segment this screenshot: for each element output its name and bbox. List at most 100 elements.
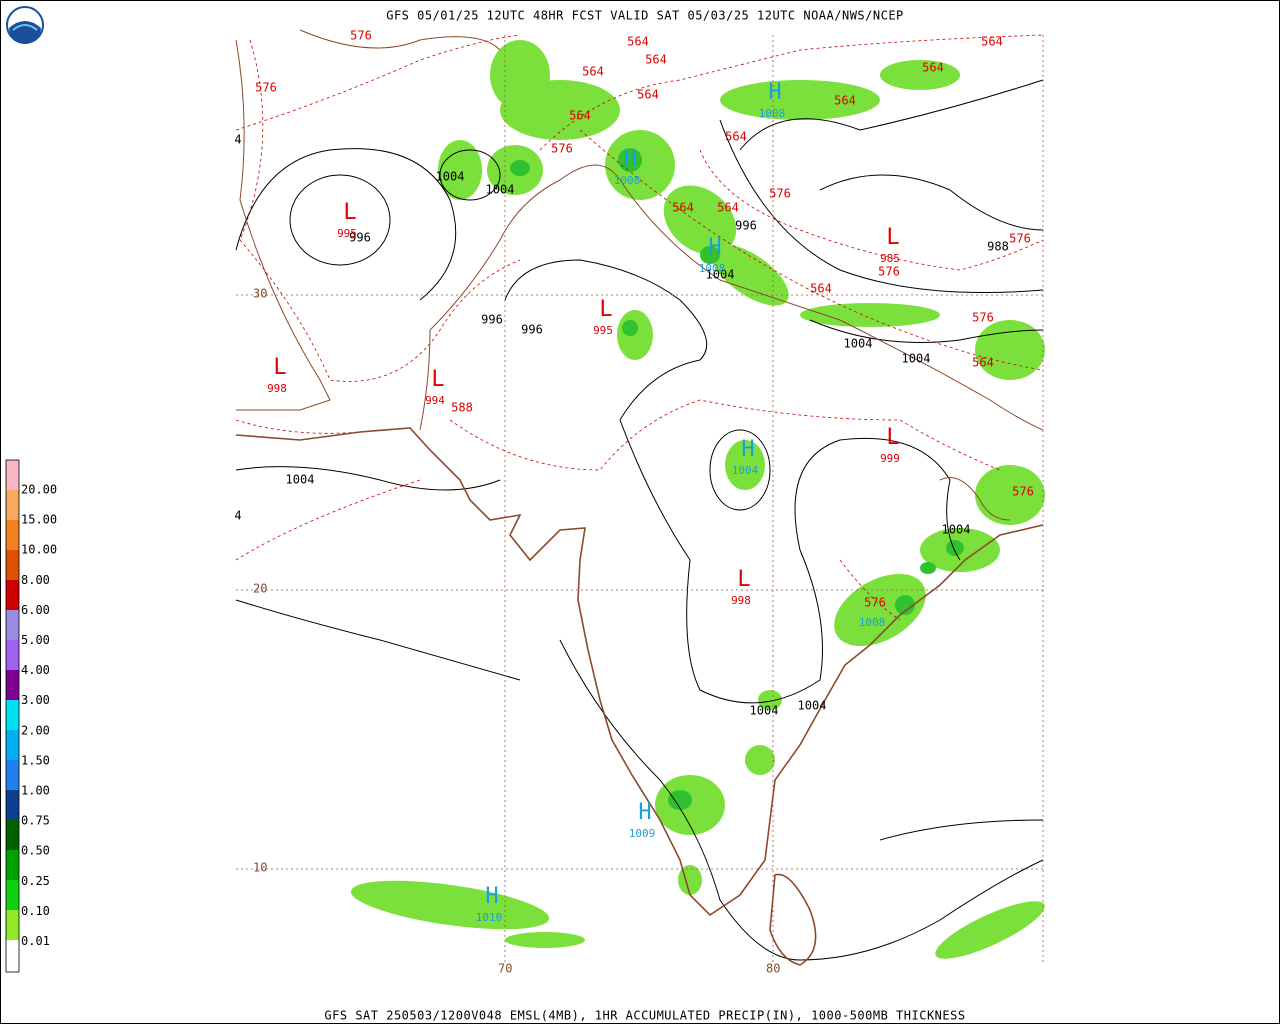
thickness-label: 564 [645, 53, 667, 67]
thickness-label: 564 [569, 109, 591, 123]
thickness-label: 564 [717, 201, 739, 215]
isobar-label: 4 [234, 509, 241, 523]
thickness-label: 576 [878, 265, 900, 279]
isobar-label: 988 [987, 240, 1009, 254]
thickness-label: 564 [582, 65, 604, 79]
color-swatch [6, 790, 19, 820]
thickness-label: 564 [725, 130, 747, 144]
pressure-center-value: 999 [880, 452, 900, 465]
pressure-center-value: 985 [880, 252, 900, 265]
thickness-label: 576 [972, 311, 994, 325]
pressure-center-letter: L [599, 297, 612, 322]
precip-areas [350, 40, 1045, 959]
color-bar: 20.00 15.00 10.00 8.00 6.00 5.00 4.00 3.00 2.00 1… [5, 459, 57, 973]
legend-label: 2.00 [21, 723, 50, 737]
thickness-label: 564 [627, 35, 649, 49]
isobar-label: 1004 [798, 699, 827, 713]
legend-label: 0.10 [21, 904, 50, 918]
isobar-label: 1004 [486, 183, 515, 197]
coastline [235, 29, 1044, 966]
thickness-label: 576 [350, 29, 372, 43]
color-swatch [6, 760, 19, 790]
color-swatch [6, 910, 19, 940]
isobar-label: 1004 [750, 704, 779, 718]
legend-label: 0.75 [21, 814, 50, 828]
legend-label: 0.25 [21, 874, 50, 888]
color-swatch [6, 940, 19, 970]
pressure-center-value: 994 [425, 394, 445, 407]
isobar-label: 4 [234, 133, 241, 147]
thickness-label: 576 [769, 187, 791, 201]
pressure-center-value: 1009 [629, 827, 656, 840]
pressure-center-letter: L [343, 200, 356, 225]
legend-label: 4.00 [21, 663, 50, 677]
legend-label: 20.00 [21, 483, 57, 497]
color-swatch [6, 550, 19, 580]
pressure-center-value: 995 [593, 324, 613, 337]
pressure-center-letter: H [741, 437, 754, 462]
isobar-label: 1004 [942, 523, 971, 537]
latitude-label: 20 [253, 582, 267, 596]
pressure-center-value: 1008 [859, 616, 886, 629]
legend-label: 5.00 [21, 633, 50, 647]
thickness-label: 576 [1009, 232, 1031, 246]
pressure-center-value: 998 [267, 382, 287, 395]
isobar-label: 1004 [286, 473, 315, 487]
footer: GFS SAT 250503/1200V048 EMSL(4MB), 1HR A… [324, 1009, 965, 1023]
thickness-label: 564 [834, 94, 856, 108]
color-swatch [6, 640, 19, 670]
thickness-label: 588 [451, 401, 473, 415]
color-swatch [6, 850, 19, 880]
color-swatch [6, 460, 19, 490]
pressure-center-value: 1008 [759, 107, 786, 120]
noaa-logo [6, 6, 44, 44]
pressure-center-value: 995 [337, 227, 357, 240]
legend-label: 8.00 [21, 573, 50, 587]
pressure-center-letter: H [768, 80, 781, 105]
pressure-center-value: 1008 [614, 174, 641, 187]
isobar-label: 1004 [706, 268, 735, 282]
thickness-label: 576 [864, 596, 886, 610]
pressure-center-letter: H [638, 800, 651, 825]
color-swatch [6, 700, 19, 730]
color-swatch [6, 670, 19, 700]
color-swatch [6, 490, 19, 520]
thickness-label: 576 [551, 142, 573, 156]
color-swatch [6, 610, 19, 640]
pressure-center-letter: L [273, 355, 286, 380]
pressure-center-letter: L [886, 225, 899, 250]
legend-label: 0.50 [21, 844, 50, 858]
legend-label: 1.00 [21, 784, 50, 798]
longitude-label: 70 [498, 962, 512, 976]
isobars [235, 79, 1044, 961]
legend-label: 15.00 [21, 513, 57, 527]
latitude-label: 30 [253, 287, 267, 301]
thickness-label: 576 [1012, 485, 1034, 499]
color-swatch [6, 520, 19, 550]
thickness-label: 564 [810, 282, 832, 296]
pressure-center-value: 998 [731, 594, 751, 607]
pressure-center-letter: L [737, 567, 750, 592]
color-swatch [6, 820, 19, 850]
thickness-label: 564 [972, 356, 994, 370]
isobar-label: 1004 [436, 170, 465, 184]
longitude-label: 80 [766, 962, 780, 976]
isobar-label: 996 [735, 219, 757, 233]
isobar-label: 996 [349, 231, 371, 245]
thickness-label: 564 [981, 35, 1003, 49]
latitude-label: 10 [253, 861, 267, 875]
legend-label: 3.00 [21, 693, 50, 707]
legend-label: 1.50 [21, 753, 50, 767]
isobar-label: 1004 [902, 352, 931, 366]
legend-label: 0.01 [21, 934, 50, 948]
pressure-center-value: 1004 [732, 464, 759, 477]
color-swatch [6, 880, 19, 910]
pressure-center-letter: H [708, 235, 721, 260]
pressure-center-letter: L [431, 367, 444, 392]
pressure-center-letter: H [623, 147, 636, 172]
legend-label: 10.00 [21, 543, 57, 557]
legend-label: 6.00 [21, 603, 50, 617]
isobar-label: 996 [521, 323, 543, 337]
